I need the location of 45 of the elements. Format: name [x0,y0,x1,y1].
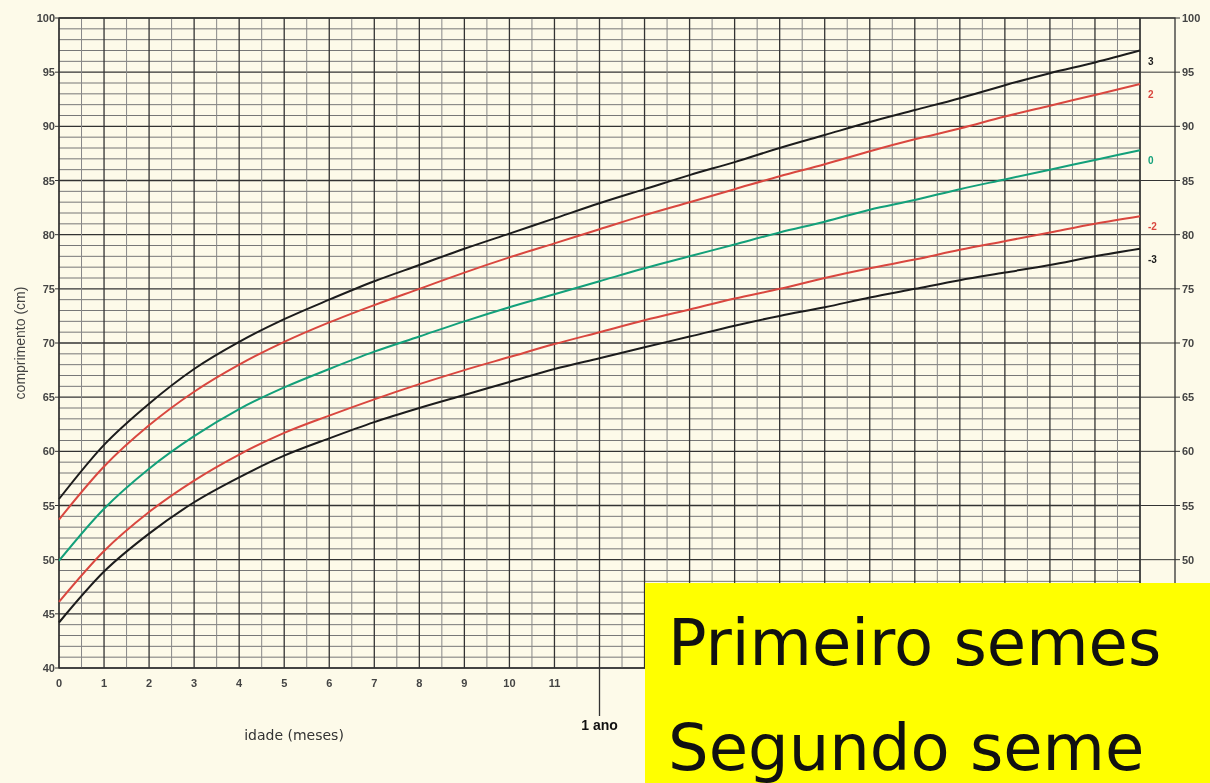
y2-tick-label: 85 [1182,174,1195,187]
y-tick-label: 65 [42,391,55,404]
x-axis-title: idade (meses) [244,727,344,743]
y2-tick-label: 75 [1182,282,1195,295]
y-tick-label: 60 [42,445,55,458]
y2-tick-label: 90 [1182,120,1195,133]
x-tick-label: 2 [146,677,153,689]
y2-tick-label: 70 [1182,337,1195,349]
y2-tick-label: 55 [1182,499,1195,512]
y-tick-label: 85 [42,174,55,187]
y-tick-label: 40 [42,662,55,674]
x-tick-label: 0 [55,677,63,689]
x-tick-label: 5 [281,677,288,689]
y2-tick-label: 65 [1182,391,1195,404]
x-tick-label: 8 [416,677,423,689]
x-tick-label: 3 [191,677,198,689]
x-tick-label: 7 [371,677,378,689]
x-tick-label: 6 [326,677,333,689]
series-label: 0 [1148,155,1154,167]
y2-tick-label: 80 [1182,228,1195,241]
y2-tick-label: 50 [1182,553,1195,566]
y-tick-label: 80 [42,228,55,241]
y2-tick-label: 95 [1182,66,1195,79]
y-axis-title: comprimento (cm) [12,286,28,400]
y2-tick-label: 100 [1182,12,1201,24]
y-tick-label: 70 [42,337,55,349]
x-tick-label: 1 [100,677,108,689]
y-tick-label: 90 [42,120,55,133]
y-tick-label: 75 [42,282,55,295]
series-label: -2 [1148,221,1158,233]
x-tick-label: 9 [461,677,468,689]
series-label: -3 [1148,253,1158,265]
x-tick-label: 10 [503,677,516,689]
x-tick-label: 4 [236,677,244,689]
y2-tick-label: 60 [1182,445,1195,458]
y-tick-label: 55 [42,499,55,512]
x-tick-label: 11 [548,677,561,689]
y-tick-label: 45 [42,607,55,620]
y-tick-label: 50 [42,553,55,566]
annotation: Primeiro semes [668,606,1162,680]
ref-line-label: 1 ano [581,717,618,733]
series-label: 2 [1148,89,1154,101]
series-label: 3 [1148,55,1154,67]
y-tick-label: 95 [42,66,55,79]
y-tick-label: 100 [36,12,55,24]
